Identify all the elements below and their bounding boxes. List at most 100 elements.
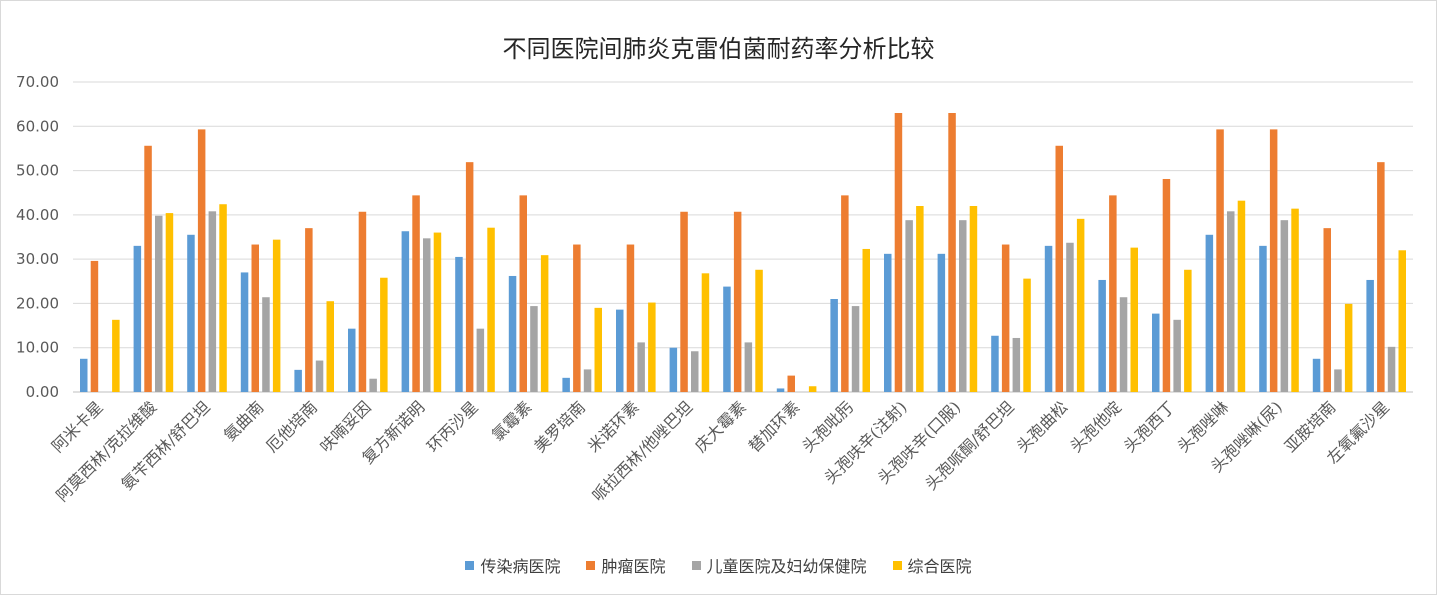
bar xyxy=(90,260,99,392)
bar xyxy=(155,215,163,392)
y-tick-label: 30.00 xyxy=(16,250,59,268)
y-tick-label: 10.00 xyxy=(16,339,59,357)
bar xyxy=(884,253,892,392)
bar xyxy=(1312,358,1321,392)
bar xyxy=(969,206,978,392)
bar xyxy=(272,239,281,392)
bar xyxy=(808,386,817,392)
bar xyxy=(851,306,860,392)
bar xyxy=(916,206,924,392)
x-tick-label: 头孢曲松 xyxy=(1013,397,1072,456)
bar xyxy=(583,369,592,392)
bar xyxy=(1323,228,1331,392)
bar xyxy=(948,113,956,392)
y-tick-label: 70.00 xyxy=(16,73,59,91)
bar xyxy=(401,231,410,392)
bar xyxy=(744,342,753,392)
bar xyxy=(723,286,731,392)
bar xyxy=(530,306,538,392)
bar xyxy=(616,309,624,392)
bar xyxy=(669,347,678,392)
bar xyxy=(262,297,270,392)
bar xyxy=(691,351,699,392)
bar xyxy=(680,211,688,392)
y-tick-label: 40.00 xyxy=(16,206,59,224)
bar xyxy=(637,342,645,392)
bar xyxy=(1055,145,1063,392)
legend-label: 儿童医院及妇幼保健院 xyxy=(706,557,867,576)
bar xyxy=(1152,313,1160,392)
legend-swatch xyxy=(691,560,701,570)
bar xyxy=(841,195,849,392)
bar xyxy=(197,129,206,392)
bar xyxy=(326,301,334,392)
bar xyxy=(208,211,217,392)
x-tick-label: 头孢西丁 xyxy=(1120,397,1179,456)
bar xyxy=(594,307,602,392)
bar xyxy=(733,211,742,392)
bar xyxy=(862,248,870,392)
legend: 传染病医院 肿瘤医院 儿童医院及妇幼保健院 综合医院 xyxy=(1,553,1436,577)
bar xyxy=(476,328,485,392)
bar xyxy=(1184,269,1192,392)
bar xyxy=(1098,279,1106,392)
bar xyxy=(701,273,710,392)
bar xyxy=(519,195,527,392)
legend-label: 综合医院 xyxy=(907,557,972,576)
legend-swatch xyxy=(892,560,902,570)
bar xyxy=(412,195,420,392)
bar xyxy=(1173,319,1181,392)
bar xyxy=(305,228,313,392)
bar xyxy=(165,213,174,392)
bar xyxy=(251,244,259,392)
bar xyxy=(358,211,367,392)
bar xyxy=(776,388,785,392)
x-tick-label: 头孢他啶 xyxy=(1066,397,1125,456)
bar xyxy=(1130,247,1138,392)
legend-item: 综合医院 xyxy=(892,553,972,577)
x-tick-label: 庆大霉素 xyxy=(691,397,750,456)
x-tick-label: 阿莫西林/克拉维酸 xyxy=(52,397,160,505)
bar xyxy=(1076,218,1085,392)
legend-swatch xyxy=(465,560,475,570)
bar xyxy=(1109,195,1117,392)
legend-label: 肿瘤医院 xyxy=(601,557,666,576)
bar xyxy=(1023,278,1031,392)
bar xyxy=(455,256,463,392)
bar xyxy=(1398,250,1406,392)
bar xyxy=(1269,129,1278,392)
x-tick-label: 环丙沙星 xyxy=(423,397,482,456)
bar xyxy=(1119,297,1128,392)
bar xyxy=(1259,245,1267,392)
x-tick-label: 哌拉西林/他唑巴坦 xyxy=(588,397,696,505)
bar xyxy=(648,302,656,392)
bar xyxy=(755,269,763,392)
bar xyxy=(1227,211,1235,392)
bar xyxy=(1162,178,1171,392)
legend-item: 传染病医院 xyxy=(465,553,560,577)
bar xyxy=(1066,242,1074,392)
bar xyxy=(787,375,795,392)
bar xyxy=(1012,337,1021,392)
bar xyxy=(1291,208,1299,392)
bar xyxy=(1280,220,1289,392)
bar xyxy=(80,358,88,392)
bar xyxy=(540,255,549,392)
bar xyxy=(219,204,227,392)
bar xyxy=(1377,162,1385,392)
bar xyxy=(1237,200,1246,392)
x-tick-label: 氯霉素 xyxy=(488,397,535,444)
bar xyxy=(959,220,967,392)
y-tick-label: 0.00 xyxy=(26,383,59,401)
bar xyxy=(369,378,377,392)
bar xyxy=(294,369,302,392)
y-tick-label: 60.00 xyxy=(16,117,59,135)
legend-item: 肿瘤医院 xyxy=(586,553,666,577)
x-tick-label: 替加环素 xyxy=(745,397,804,456)
bar xyxy=(112,319,120,392)
bar xyxy=(991,335,999,392)
bar xyxy=(423,238,431,392)
bar xyxy=(1205,234,1214,392)
